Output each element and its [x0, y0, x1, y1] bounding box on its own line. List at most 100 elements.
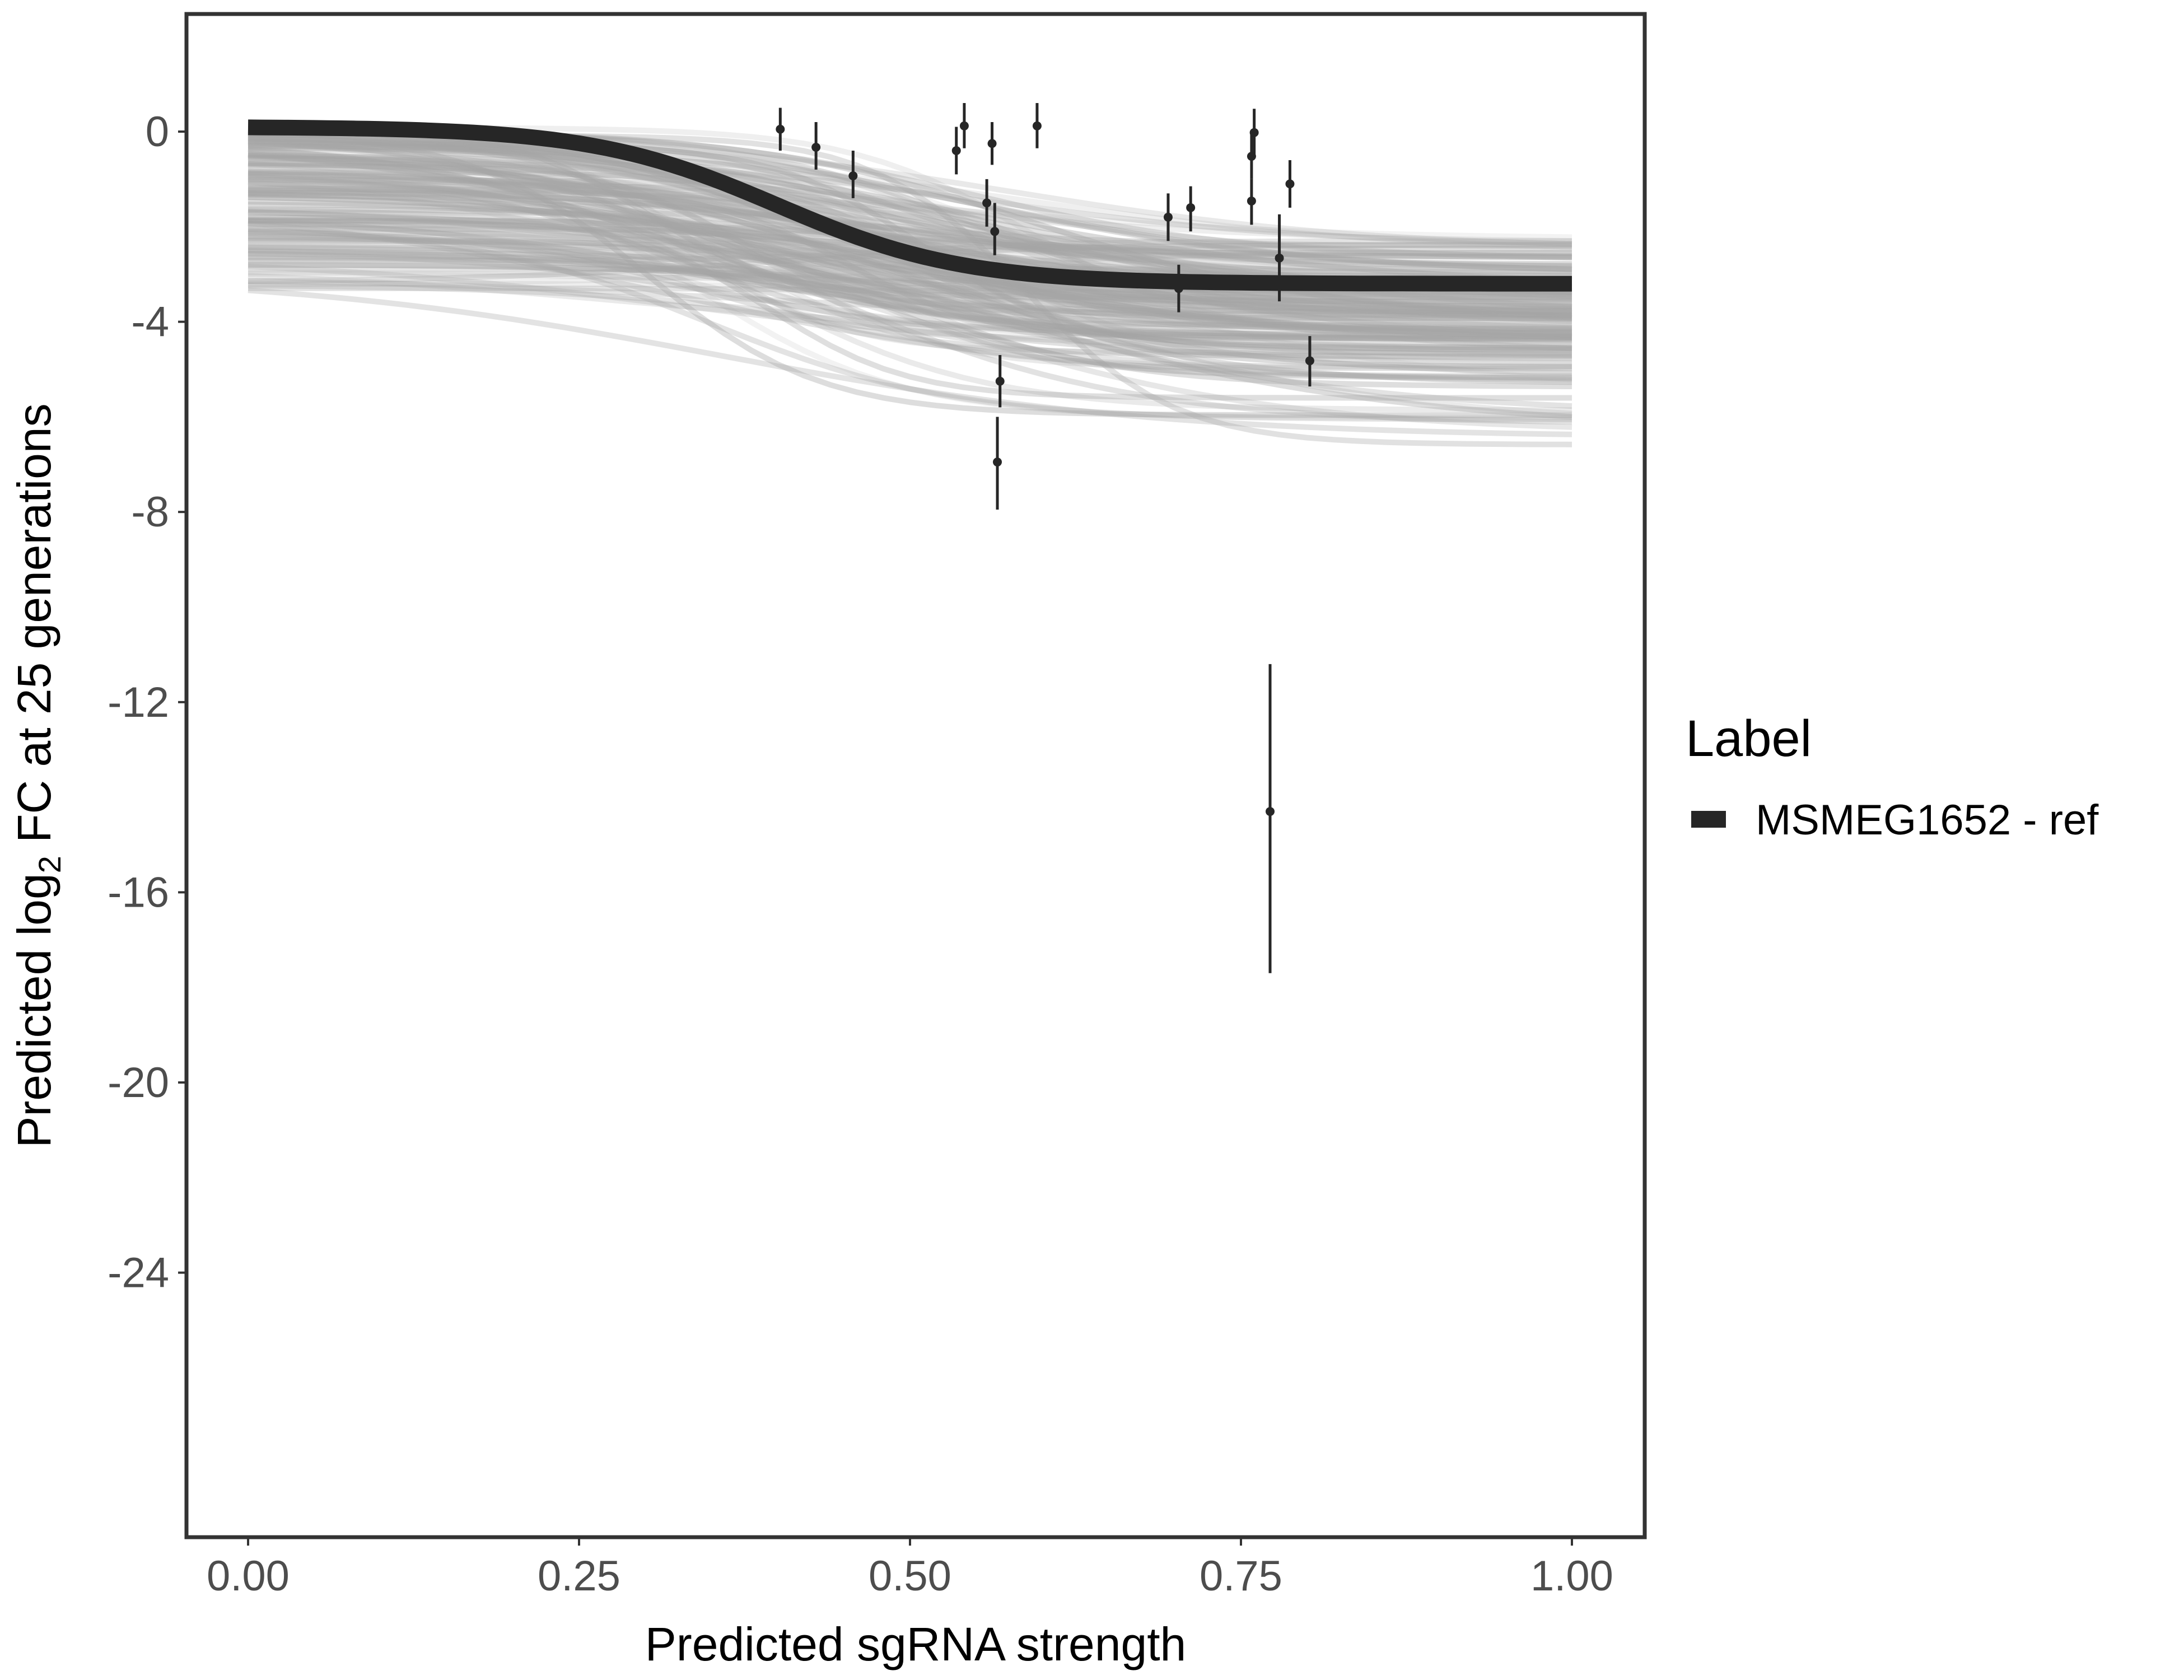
- posterior-draw-line: [248, 143, 1572, 272]
- posterior-draw-line: [248, 231, 1572, 360]
- posterior-draw-line: [248, 186, 1572, 341]
- x-tick-label: 1.00: [1530, 1552, 1613, 1600]
- posterior-draw-line: [248, 171, 1572, 325]
- posterior-draw-line: [248, 218, 1572, 321]
- posterior-draw-line: [248, 169, 1572, 305]
- x-axis-title: Predicted sgRNA strength: [645, 1618, 1187, 1670]
- posterior-draw-line: [248, 154, 1572, 376]
- posterior-draw-line: [248, 217, 1572, 332]
- posterior-draw-line: [248, 170, 1572, 331]
- posterior-draw-line: [248, 282, 1572, 384]
- posterior-draw-line: [248, 152, 1572, 246]
- posterior-draw-line: [248, 287, 1572, 437]
- posterior-draw-line: [248, 142, 1572, 331]
- posterior-draw-line: [248, 220, 1572, 340]
- posterior-draw-line: [248, 285, 1572, 296]
- posterior-draw-line: [248, 261, 1572, 319]
- data-point: [987, 139, 997, 148]
- posterior-draw-line: [248, 155, 1572, 256]
- data-point: [1174, 284, 1183, 293]
- posterior-draw-line: [248, 185, 1572, 275]
- posterior-draw-line: [248, 226, 1572, 273]
- posterior-draw-line: [248, 161, 1572, 312]
- posterior-draw-line: [248, 164, 1572, 323]
- posterior-draw-line: [248, 223, 1572, 310]
- posterior-draw-line: [248, 269, 1572, 372]
- fit-line: [248, 119, 1572, 292]
- posterior-draw-line: [248, 169, 1572, 283]
- posterior-draw-line: [248, 209, 1572, 352]
- posterior-draw-line: [248, 167, 1572, 302]
- posterior-draw-line: [248, 278, 1572, 319]
- posterior-draw-line: [248, 134, 1572, 326]
- posterior-draw-line: [248, 250, 1572, 273]
- posterior-draw-line: [248, 139, 1572, 309]
- posterior-draw-line: [248, 174, 1572, 420]
- y-tick-label: -20: [108, 1059, 169, 1107]
- posterior-draw-line: [248, 189, 1572, 240]
- posterior-draw-line: [248, 217, 1572, 312]
- data-point: [1032, 121, 1042, 130]
- y-tick-label: 0: [146, 108, 169, 156]
- posterior-draw-line: [248, 151, 1572, 318]
- posterior-draw-line: [248, 250, 1572, 361]
- y-axis-title: Predicted log2 FC at 25 generations: [8, 403, 67, 1147]
- posterior-draw-line: [248, 151, 1572, 304]
- posterior-draw-line: [248, 130, 1572, 382]
- posterior-draw-line: [248, 249, 1572, 275]
- plot-background: [186, 14, 1645, 1537]
- data-point: [1285, 179, 1295, 189]
- data-point: [776, 124, 785, 134]
- posterior-draw-line: [248, 176, 1572, 337]
- posterior-draw-line: [248, 152, 1572, 333]
- data-point: [1275, 253, 1284, 263]
- posterior-draw-line: [248, 214, 1572, 269]
- posterior-draw-line: [248, 139, 1572, 310]
- posterior-draw-line: [248, 265, 1572, 288]
- posterior-draw-line: [248, 177, 1572, 269]
- posterior-draw-line: [248, 136, 1572, 385]
- posterior-draw-line: [248, 244, 1572, 389]
- posterior-draw-line: [248, 179, 1572, 351]
- posterior-draw-line: [248, 132, 1572, 418]
- posterior-draw-line: [248, 244, 1572, 343]
- y-axis: 0 -4 -8 -12 -16 -20 -24: [108, 108, 186, 1297]
- posterior-draw-line: [248, 134, 1572, 279]
- posterior-draw-line: [248, 270, 1572, 310]
- posterior-draw-line: [248, 127, 1572, 370]
- plot-frame: [184, 12, 1647, 1539]
- posterior-draw-line: [248, 141, 1572, 341]
- posterior-draw-line: [248, 130, 1572, 321]
- posterior-draw-line: [248, 162, 1572, 267]
- posterior-draw-line: [248, 201, 1572, 340]
- x-tick-label: 0.25: [538, 1552, 620, 1600]
- posterior-draw-line: [248, 173, 1572, 244]
- posterior-draw-line: [248, 199, 1572, 260]
- legend-key: [1691, 811, 1726, 828]
- posterior-draw-line: [248, 151, 1572, 261]
- posterior-draw-line: [248, 194, 1572, 335]
- posterior-draw-line: [248, 236, 1572, 358]
- posterior-draw-line: [248, 150, 1572, 421]
- data-point: [990, 227, 1000, 236]
- posterior-draw-line: [248, 133, 1572, 347]
- posterior-draw-line: [248, 238, 1572, 370]
- posterior-draw-line: [248, 179, 1572, 341]
- posterior-draw-line: [248, 235, 1572, 310]
- posterior-draw-line: [248, 160, 1572, 260]
- legend-title: Label: [1686, 710, 1812, 767]
- data-point: [1247, 196, 1256, 206]
- y-axis-title-part: FC at 25 generations: [8, 403, 60, 856]
- posterior-draw-line: [248, 255, 1572, 358]
- legend-label: MSMEG1652 - ref: [1756, 796, 2099, 844]
- posterior-draw-line: [248, 160, 1572, 252]
- posterior-draw-line: [248, 144, 1572, 279]
- y-axis-title-part: Predicted log: [8, 873, 60, 1147]
- posterior-draw-line: [248, 190, 1572, 319]
- data-point: [959, 121, 969, 130]
- posterior-draw-line: [248, 155, 1572, 356]
- data-point: [811, 143, 821, 152]
- data-point: [982, 198, 992, 208]
- data-point: [1186, 203, 1196, 212]
- posterior-draw-line: [248, 237, 1572, 380]
